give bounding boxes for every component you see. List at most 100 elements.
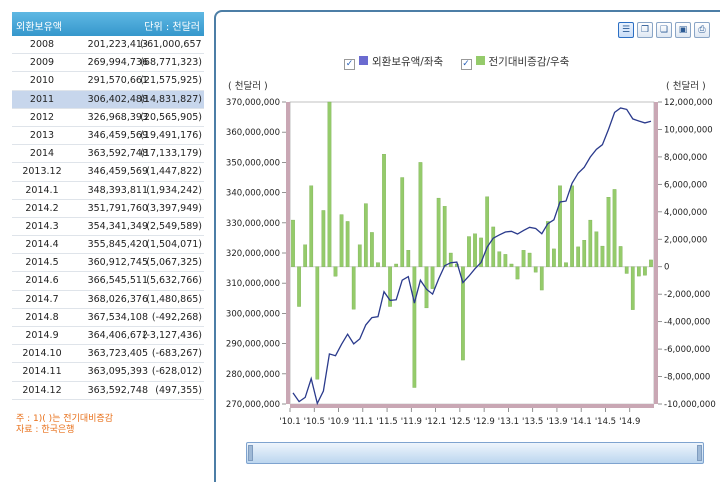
table-row[interactable]: 2010 291,570,661 (21,575,925) bbox=[12, 72, 204, 91]
bar-change bbox=[461, 266, 465, 361]
table-row[interactable]: 2013.12 346,459,569 (1,447,822) bbox=[12, 163, 204, 182]
row-period: 2014.12 bbox=[22, 384, 62, 396]
legend-label-change: 전기대비증감/우축 bbox=[488, 56, 570, 68]
print-button[interactable]: ⎙ bbox=[694, 22, 710, 38]
table-row[interactable]: 2011 306,402,488 (14,831,827) bbox=[12, 90, 204, 109]
legend-item-change[interactable]: ✓ 전기대비증감/우축 bbox=[460, 54, 570, 70]
bar-change bbox=[382, 154, 386, 267]
left-axis-tick-label: 370,000,000 bbox=[226, 98, 280, 108]
bar-change bbox=[649, 259, 653, 267]
table-row[interactable]: 2014.12 363,592,748 (497,355) bbox=[12, 382, 204, 400]
copy-image-icon: ❏ bbox=[659, 25, 669, 35]
row-reserve: 346,459,569 bbox=[87, 129, 148, 141]
chart-toolbar: ☰ ❐ ❏ ▣ ⎙ bbox=[615, 22, 710, 38]
bar-change bbox=[491, 226, 496, 267]
legend-checkbox-reserve[interactable]: ✓ bbox=[344, 59, 355, 70]
table-row[interactable]: 2014.4 355,845,420 (1,504,071) bbox=[12, 236, 204, 255]
row-reserve: 355,845,420 bbox=[87, 239, 148, 251]
table-row[interactable]: 2014.10 363,723,405 (-683,267) bbox=[12, 345, 204, 364]
reserve-table-panel: 외환보유액 단위 : 천달러 2008 201,223,413 (-61,000,6… bbox=[0, 0, 208, 482]
row-change: (-683,267) bbox=[151, 348, 202, 360]
bar-change bbox=[436, 197, 441, 267]
bar-change bbox=[533, 266, 538, 273]
bar-change bbox=[467, 236, 471, 267]
table-unit: 단위 : 천달러 bbox=[144, 22, 200, 33]
chart-range-scrollbar[interactable] bbox=[246, 442, 704, 464]
row-change: (1,504,071) bbox=[146, 239, 202, 251]
row-change: (20,565,905) bbox=[140, 111, 202, 123]
row-reserve: 291,570,661 bbox=[87, 75, 148, 87]
right-axis-tick-label: 0 bbox=[664, 263, 669, 273]
scrollbar-right-handle[interactable] bbox=[697, 445, 702, 461]
copy-image-button[interactable]: ❏ bbox=[656, 22, 672, 38]
table-row[interactable]: 2008 201,223,413 (-61,000,657) bbox=[12, 36, 204, 55]
right-axis-unit: ( 천달러 ) bbox=[666, 80, 706, 92]
row-change: (497,355) bbox=[155, 384, 202, 396]
right-axis-tick-label: 4,000,000 bbox=[664, 208, 707, 218]
row-change: (19,491,176) bbox=[140, 129, 202, 141]
bar-change bbox=[479, 237, 483, 267]
right-axis-tick-label: 8,000,000 bbox=[664, 153, 707, 163]
row-period: 2014.9 bbox=[25, 330, 59, 341]
table-row[interactable]: 2009 269,994,736 (68,771,323) bbox=[12, 54, 204, 73]
bar-change bbox=[394, 263, 399, 267]
table-row[interactable]: 2014.2 351,791,760 (3,397,949) bbox=[12, 200, 204, 218]
row-reserve: 326,968,393 bbox=[87, 111, 148, 123]
row-period: 2014.7 bbox=[25, 293, 59, 305]
table-row[interactable]: 2014.5 360,912,745 (5,067,325) bbox=[12, 254, 204, 273]
legend-item-reserve[interactable]: ✓ 외환보유액/좌축 bbox=[344, 54, 443, 70]
left-axis-tick-label: 310,000,000 bbox=[226, 279, 280, 289]
left-axis-tick-label: 300,000,000 bbox=[226, 309, 280, 319]
row-change: (1,934,242) bbox=[146, 184, 202, 196]
bar-change bbox=[497, 251, 502, 267]
x-axis-tick-label: '10.9 bbox=[328, 417, 349, 427]
bar-change bbox=[291, 219, 295, 267]
table-row[interactable]: 2013 346,459,569 (19,491,176) bbox=[12, 127, 204, 146]
bar-change bbox=[345, 221, 350, 267]
table-row[interactable]: 2014.9 364,406,672 (-3,127,436) bbox=[12, 327, 204, 346]
bar-change bbox=[570, 185, 574, 267]
row-reserve: 360,912,745 bbox=[87, 257, 148, 269]
bar-change bbox=[333, 266, 338, 277]
row-reserve: 351,791,760 bbox=[87, 202, 148, 214]
row-reserve: 201,223,413 bbox=[87, 39, 148, 50]
bar-change bbox=[521, 250, 526, 267]
row-change: (-3,127,436) bbox=[142, 330, 202, 341]
bar-change bbox=[636, 266, 641, 277]
row-period: 2010 bbox=[29, 75, 55, 87]
table-view-button[interactable]: ☰ bbox=[618, 22, 634, 38]
right-axis-tick-label: -8,000,000 bbox=[664, 373, 710, 383]
table-row[interactable]: 2014.1 348,393,811 (1,934,242) bbox=[12, 182, 204, 200]
row-reserve: 348,393,811 bbox=[87, 184, 148, 196]
table-row[interactable]: 2014.8 367,534,108 (-492,268) bbox=[12, 309, 204, 327]
row-period: 2013.12 bbox=[22, 166, 62, 178]
left-axis-tick-label: 320,000,000 bbox=[226, 249, 280, 259]
bar-change bbox=[618, 246, 623, 267]
x-axis-tick-label: '11.9 bbox=[401, 417, 422, 427]
row-change: (-61,000,657) bbox=[140, 39, 202, 50]
left-axis-tick-label: 270,000,000 bbox=[226, 400, 280, 410]
right-axis-tick-label: 12,000,000 bbox=[664, 98, 713, 108]
bar-change bbox=[600, 245, 605, 267]
right-axis-tick-label: -6,000,000 bbox=[664, 345, 710, 355]
bar-change bbox=[564, 262, 568, 267]
row-change: (14,831,827) bbox=[140, 93, 202, 105]
bar-change bbox=[527, 252, 532, 267]
row-period: 2012 bbox=[29, 111, 55, 123]
table-row[interactable]: 2014.7 368,026,376 (1,480,865) bbox=[12, 291, 204, 309]
save-button[interactable]: ▣ bbox=[675, 22, 691, 38]
bar-change bbox=[606, 197, 611, 267]
legend-checkbox-change[interactable]: ✓ bbox=[460, 59, 472, 70]
table-row[interactable]: 2014.3 354,341,349 (2,549,589) bbox=[12, 218, 204, 237]
bar-change bbox=[624, 266, 629, 274]
bar-change bbox=[473, 233, 477, 267]
table-row[interactable]: 2012 326,968,393 (20,565,905) bbox=[12, 109, 204, 127]
table-row[interactable]: 2014.11 363,095,393 (-628,012) bbox=[12, 363, 204, 382]
scrollbar-left-handle[interactable] bbox=[248, 445, 253, 461]
copy-button[interactable]: ❐ bbox=[637, 22, 653, 38]
row-period: 2014.11 bbox=[22, 366, 62, 378]
right-axis-tick-label: 2,000,000 bbox=[664, 235, 707, 245]
table-row[interactable]: 2014.6 366,545,511 (5,632,766) bbox=[12, 272, 204, 291]
left-axis-band bbox=[286, 102, 290, 404]
table-row[interactable]: 2014 363,592,748 (17,133,179) bbox=[12, 145, 204, 164]
